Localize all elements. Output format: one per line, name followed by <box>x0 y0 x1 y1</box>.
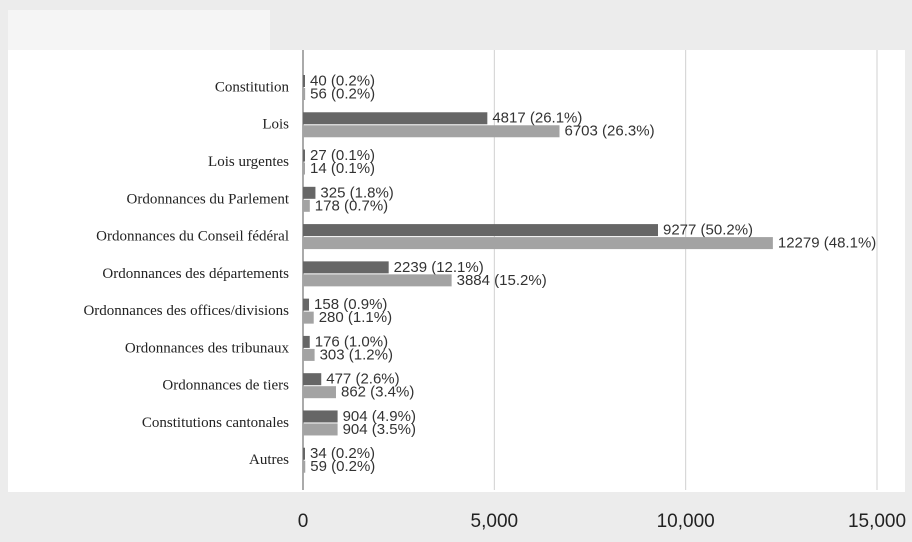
value-label: 280 (1.1%) <box>319 309 392 326</box>
bar <box>303 224 658 237</box>
value-label: 2239 (12.1%) <box>394 259 484 276</box>
bar <box>303 274 452 287</box>
y-tick-label: Constitutions cantonales <box>142 415 289 431</box>
value-label: 178 (0.7%) <box>315 197 388 214</box>
value-label: 27 (0.1%) <box>310 147 375 164</box>
bar <box>303 460 306 473</box>
bar <box>303 112 488 125</box>
value-label: 12279 (48.1%) <box>778 235 876 252</box>
x-tick-label: 10,000 <box>657 511 715 532</box>
bar <box>303 311 314 324</box>
value-label: 6703 (26.3%) <box>565 123 655 140</box>
bar <box>303 410 338 423</box>
bar <box>303 88 306 100</box>
y-tick-label: Lois urgentes <box>208 154 289 170</box>
bar <box>303 423 338 436</box>
value-label: 176 (1.0%) <box>315 333 388 350</box>
bar <box>303 348 315 361</box>
y-tick-label: Ordonnances des tribunaux <box>125 340 290 356</box>
bar <box>303 75 305 87</box>
y-tick-label: Ordonnances du Parlement <box>127 191 290 207</box>
value-label: 158 (0.9%) <box>314 296 387 313</box>
value-label: 34 (0.2%) <box>310 445 375 462</box>
value-label: 59 (0.2%) <box>310 458 375 475</box>
bar <box>303 261 389 274</box>
value-label: 14 (0.1%) <box>310 160 375 177</box>
value-label: 904 (3.5%) <box>343 421 416 438</box>
bar <box>303 335 310 348</box>
y-tick-label: Ordonnances du Conseil fédéral <box>96 229 289 245</box>
bar <box>303 162 305 175</box>
y-tick-label: Autres <box>249 452 289 468</box>
value-label: 862 (3.4%) <box>341 384 414 401</box>
value-label: 477 (2.6%) <box>326 371 399 388</box>
value-label: 4817 (26.1%) <box>492 110 582 127</box>
bar <box>303 125 560 138</box>
x-tick-label: 15,000 <box>848 511 906 532</box>
header-panel <box>8 10 270 50</box>
y-tick-label: Ordonnances de tiers <box>162 378 289 394</box>
bar <box>303 447 305 460</box>
value-label: 3884 (15.2%) <box>457 272 547 289</box>
x-tick-label: 5,000 <box>471 511 519 532</box>
x-tick-label: 0 <box>298 511 309 532</box>
y-tick-label: Ordonnances des départements <box>102 266 289 282</box>
bar <box>303 237 773 250</box>
bar <box>303 373 322 386</box>
y-tick-label: Ordonnances des offices/divisions <box>83 303 289 319</box>
bar <box>303 298 310 311</box>
bar <box>303 186 316 199</box>
value-label: 325 (1.8%) <box>320 184 393 201</box>
y-tick-label: Constitution <box>215 79 290 95</box>
bar <box>303 386 336 399</box>
bar <box>303 149 305 162</box>
value-label: 56 (0.2%) <box>310 85 375 102</box>
value-label: 303 (1.2%) <box>320 346 393 363</box>
value-label: 9277 (50.2%) <box>663 222 753 239</box>
value-label: 904 (4.9%) <box>343 408 416 425</box>
value-label: 40 (0.2%) <box>310 72 375 89</box>
y-tick-label: Lois <box>262 117 289 133</box>
bar <box>303 199 310 212</box>
